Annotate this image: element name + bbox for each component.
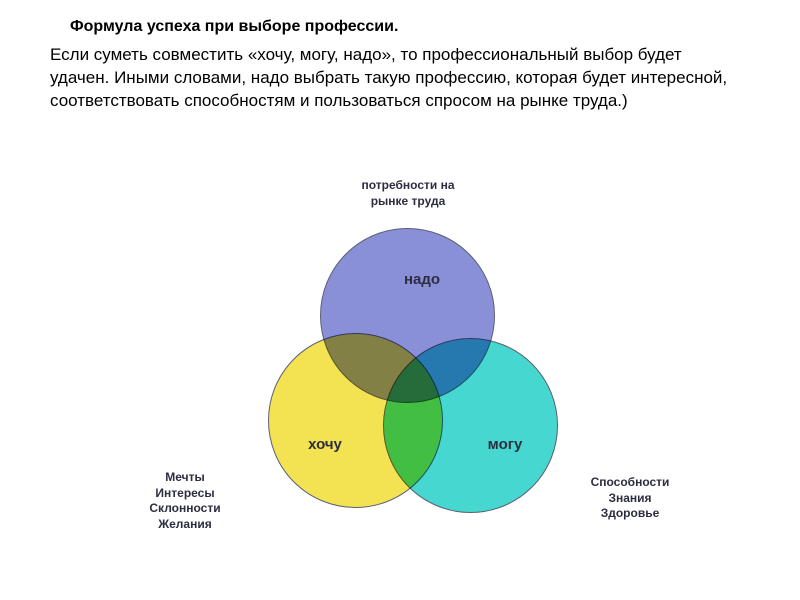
caption-top: потребности нарынке труда <box>338 178 478 209</box>
venn-label-right: могу <box>470 436 540 453</box>
venn-label-top: надо <box>387 271 457 288</box>
venn-diagram: надо хочу могу <box>245 220 575 530</box>
caption-right: СпособностиЗнанияЗдоровье <box>570 475 690 522</box>
page-title: Формула успеха при выборе профессии. <box>70 18 398 36</box>
venn-circle-right <box>383 338 558 513</box>
caption-left: МечтыИнтересыСклонностиЖелания <box>125 470 245 532</box>
venn-label-left: хочу <box>290 436 360 453</box>
slide: Формула успеха при выборе профессии. Есл… <box>0 0 800 600</box>
intro-paragraph: Если суметь совместить «хочу, могу, надо… <box>50 44 740 113</box>
